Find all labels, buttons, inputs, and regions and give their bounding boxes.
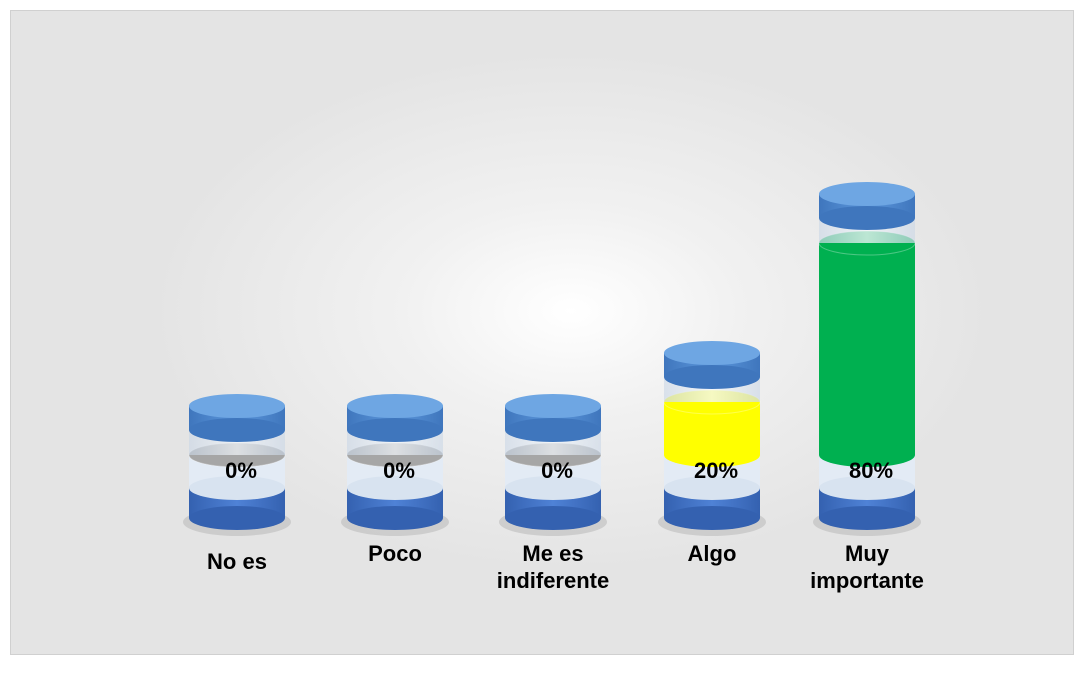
glass-lower-edge bbox=[189, 476, 285, 500]
cap-top bbox=[347, 394, 443, 418]
cap-bottom bbox=[189, 418, 285, 442]
cap-bottom bbox=[664, 365, 760, 389]
cap-top bbox=[664, 341, 760, 365]
base-bottom bbox=[189, 506, 285, 530]
cap-bottom bbox=[347, 418, 443, 442]
glass-lower-edge bbox=[664, 476, 760, 500]
category-label: Muy importante bbox=[810, 541, 924, 593]
glass-lower-edge bbox=[505, 476, 601, 500]
glass-lower-edge bbox=[819, 476, 915, 500]
category-label: Me es indiferente bbox=[496, 541, 610, 593]
cap-top bbox=[819, 182, 915, 206]
value-label: 20% bbox=[694, 458, 738, 483]
fill-bottom bbox=[664, 443, 760, 467]
base-bottom bbox=[664, 506, 760, 530]
base-bottom bbox=[347, 506, 443, 530]
base-bottom bbox=[505, 506, 601, 530]
cap-bottom bbox=[819, 206, 915, 230]
fill-bottom bbox=[819, 443, 915, 467]
value-label: 0% bbox=[225, 458, 257, 483]
category-label: Poco bbox=[368, 541, 422, 566]
fill bbox=[819, 243, 915, 455]
cap-bottom bbox=[505, 418, 601, 442]
cap-top bbox=[189, 394, 285, 418]
cap-top bbox=[505, 394, 601, 418]
category-label: Algo bbox=[687, 541, 737, 566]
glass-lower-edge bbox=[347, 476, 443, 500]
base-bottom bbox=[819, 506, 915, 530]
category-label: No es bbox=[207, 549, 267, 574]
value-label: 0% bbox=[541, 458, 573, 483]
value-label: 80% bbox=[849, 458, 893, 483]
value-label: 0% bbox=[383, 458, 415, 483]
